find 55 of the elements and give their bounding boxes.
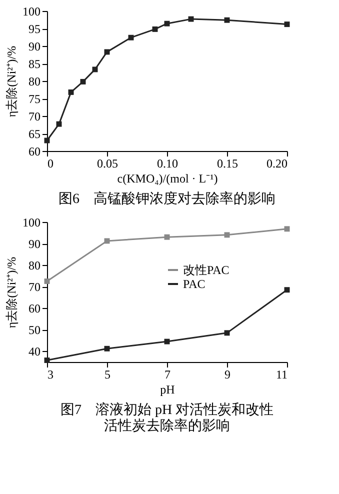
y-tick-label: 75 — [28, 92, 40, 106]
point — [284, 22, 290, 28]
y-tick-label: 60 — [28, 302, 40, 316]
y-tick-label: 80 — [28, 74, 40, 88]
point — [164, 20, 170, 26]
x-axis-title: c(KMO₄)/(mol · L⁻¹) — [117, 172, 218, 186]
x-tick-label: 0.10 — [157, 156, 178, 170]
x-tick-label: 0.20 — [266, 156, 288, 170]
y-tick-label: 60 — [28, 144, 40, 158]
y-tick-label: 90 — [28, 40, 40, 54]
y-tick-label: 100 — [22, 4, 40, 18]
x-axis-title: pH — [160, 382, 176, 396]
point — [104, 49, 110, 55]
point — [164, 234, 170, 240]
y-tick-label: 90 — [28, 237, 40, 252]
point — [224, 17, 230, 23]
x-tick-label: 0.05 — [97, 156, 118, 170]
y-axis-title: η去除(Ni²⁺)/% — [4, 256, 18, 328]
x-tick-label: 7 — [164, 368, 170, 382]
text: 图6 高锰酸钾浓度对去除率的影响 — [58, 191, 276, 207]
y-tick-label: 40 — [28, 344, 40, 359]
point — [284, 287, 290, 293]
y-axis-title: η去除(Ni²⁺)/% — [4, 46, 18, 118]
x-tick-label: 11 — [276, 368, 288, 382]
legend-label: 改性PAC — [183, 263, 230, 277]
point — [80, 78, 86, 84]
point — [224, 330, 230, 336]
x-tick-label: 0.15 — [217, 156, 238, 170]
point — [92, 66, 98, 72]
y-tick-label: 65 — [28, 127, 40, 141]
x-tick-label: 3 — [48, 368, 54, 382]
point — [104, 238, 110, 244]
point — [44, 278, 50, 284]
y-tick-label: 70 — [28, 110, 40, 124]
point — [152, 26, 158, 32]
text: 图7 溶液初始 pH 对活性炭和改性活性炭去除率的影响 — [60, 402, 274, 434]
point — [68, 89, 74, 95]
point — [164, 338, 170, 344]
point — [56, 121, 62, 127]
y-tick-label: 100 — [22, 216, 40, 230]
y-tick-label: 95 — [28, 22, 40, 36]
point — [128, 34, 134, 40]
legend-label: PAC — [183, 277, 206, 291]
point — [284, 226, 290, 232]
point — [188, 16, 194, 22]
point — [44, 358, 50, 364]
y-tick-label: 50 — [28, 323, 40, 338]
y-tick-label: 70 — [28, 280, 40, 294]
point — [104, 346, 110, 352]
point — [224, 232, 230, 238]
y-tick-label: 85 — [28, 57, 40, 71]
x-tick-label: 9 — [224, 368, 230, 382]
y-tick-label: 80 — [28, 258, 40, 273]
x-tick-label: 5 — [104, 368, 110, 382]
x-tick-label: 0 — [48, 156, 54, 170]
